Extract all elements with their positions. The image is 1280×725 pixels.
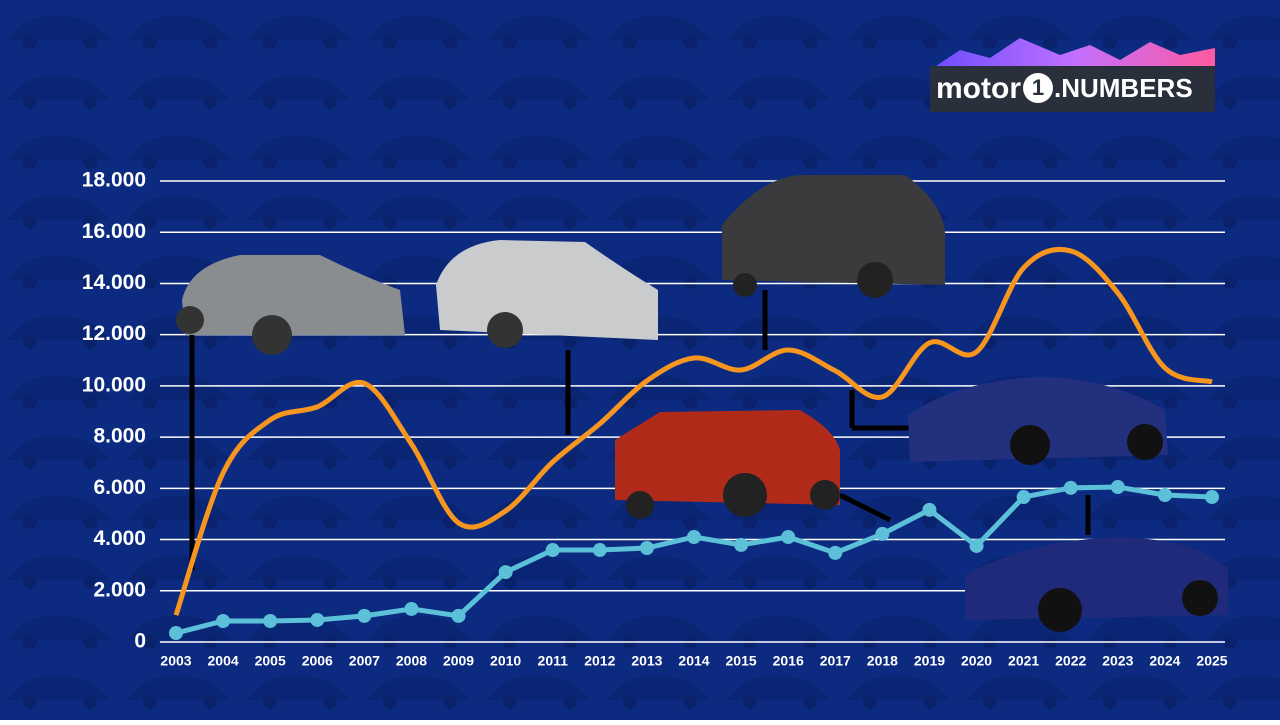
car-image bbox=[908, 377, 1168, 465]
x-tick-label: 2012 bbox=[584, 653, 615, 669]
data-point bbox=[781, 529, 796, 544]
data-point bbox=[734, 537, 749, 552]
y-tick-label: 16.000 bbox=[82, 220, 146, 243]
data-point bbox=[1110, 480, 1125, 495]
x-tick-label: 2020 bbox=[961, 653, 992, 669]
x-tick-label: 2021 bbox=[1008, 653, 1039, 669]
y-tick-label: 8.000 bbox=[93, 425, 146, 448]
car-image bbox=[615, 410, 840, 519]
y-tick-label: 6.000 bbox=[93, 476, 146, 499]
data-point bbox=[310, 612, 325, 627]
y-tick-label: 10.000 bbox=[82, 373, 146, 396]
x-tick-label: 2015 bbox=[726, 653, 757, 669]
data-point bbox=[875, 526, 890, 541]
x-tick-label: 2014 bbox=[678, 653, 709, 669]
data-point bbox=[1205, 490, 1219, 505]
x-tick-label: 2007 bbox=[349, 653, 380, 669]
data-point bbox=[498, 565, 513, 580]
logo: motor 1 .NUMBERS bbox=[930, 38, 1215, 112]
x-tick-label: 2006 bbox=[302, 653, 333, 669]
x-tick-label: 2008 bbox=[396, 653, 427, 669]
data-point bbox=[969, 538, 984, 553]
car-image bbox=[965, 537, 1228, 632]
data-point bbox=[1063, 480, 1078, 495]
logo-brand: motor bbox=[936, 72, 1021, 105]
car-image bbox=[436, 240, 658, 348]
x-tick-label: 2022 bbox=[1055, 653, 1086, 669]
series-line bbox=[173, 246, 1213, 616]
data-point bbox=[922, 502, 937, 517]
y-tick-label: 4.000 bbox=[93, 527, 146, 550]
y-tick-label: 14.000 bbox=[82, 271, 146, 294]
data-point bbox=[1016, 490, 1031, 505]
data-point bbox=[828, 545, 843, 560]
x-tick-label: 2017 bbox=[820, 653, 851, 669]
x-tick-label: 2005 bbox=[255, 653, 286, 669]
logo-product: .NUMBERS bbox=[1054, 73, 1193, 103]
x-tick-label: 2024 bbox=[1149, 653, 1180, 669]
x-tick-label: 2010 bbox=[490, 653, 521, 669]
data-point bbox=[357, 608, 372, 623]
data-point bbox=[169, 626, 183, 641]
y-tick-label: 0 bbox=[134, 630, 146, 653]
y-tick-label: 2.000 bbox=[93, 578, 146, 601]
x-tick-label: 2011 bbox=[538, 653, 569, 669]
x-tick-label: 2019 bbox=[914, 653, 945, 669]
x-tick-label: 2009 bbox=[443, 653, 474, 669]
car-image bbox=[176, 255, 405, 355]
data-point bbox=[404, 601, 419, 616]
x-tick-label: 2003 bbox=[160, 653, 191, 669]
data-point bbox=[1157, 487, 1172, 502]
data-point bbox=[639, 541, 654, 556]
car-image bbox=[722, 175, 945, 298]
data-point bbox=[216, 613, 231, 628]
data-point bbox=[545, 543, 560, 558]
x-tick-label: 2025 bbox=[1196, 653, 1227, 669]
data-point bbox=[451, 608, 466, 623]
y-tick-label: 18.000 bbox=[82, 169, 146, 192]
x-tick-label: 2016 bbox=[773, 653, 804, 669]
x-tick-label: 2004 bbox=[208, 653, 239, 669]
car-images bbox=[189, 290, 1091, 570]
data-point bbox=[687, 529, 701, 544]
x-tick-label: 2023 bbox=[1102, 653, 1133, 669]
data-point bbox=[263, 613, 278, 628]
logo-mark: 1 bbox=[1032, 75, 1044, 100]
data-point bbox=[592, 543, 607, 558]
x-tick-label: 2013 bbox=[631, 653, 662, 669]
x-tick-label: 2018 bbox=[867, 653, 898, 669]
y-tick-label: 12.000 bbox=[82, 322, 146, 345]
